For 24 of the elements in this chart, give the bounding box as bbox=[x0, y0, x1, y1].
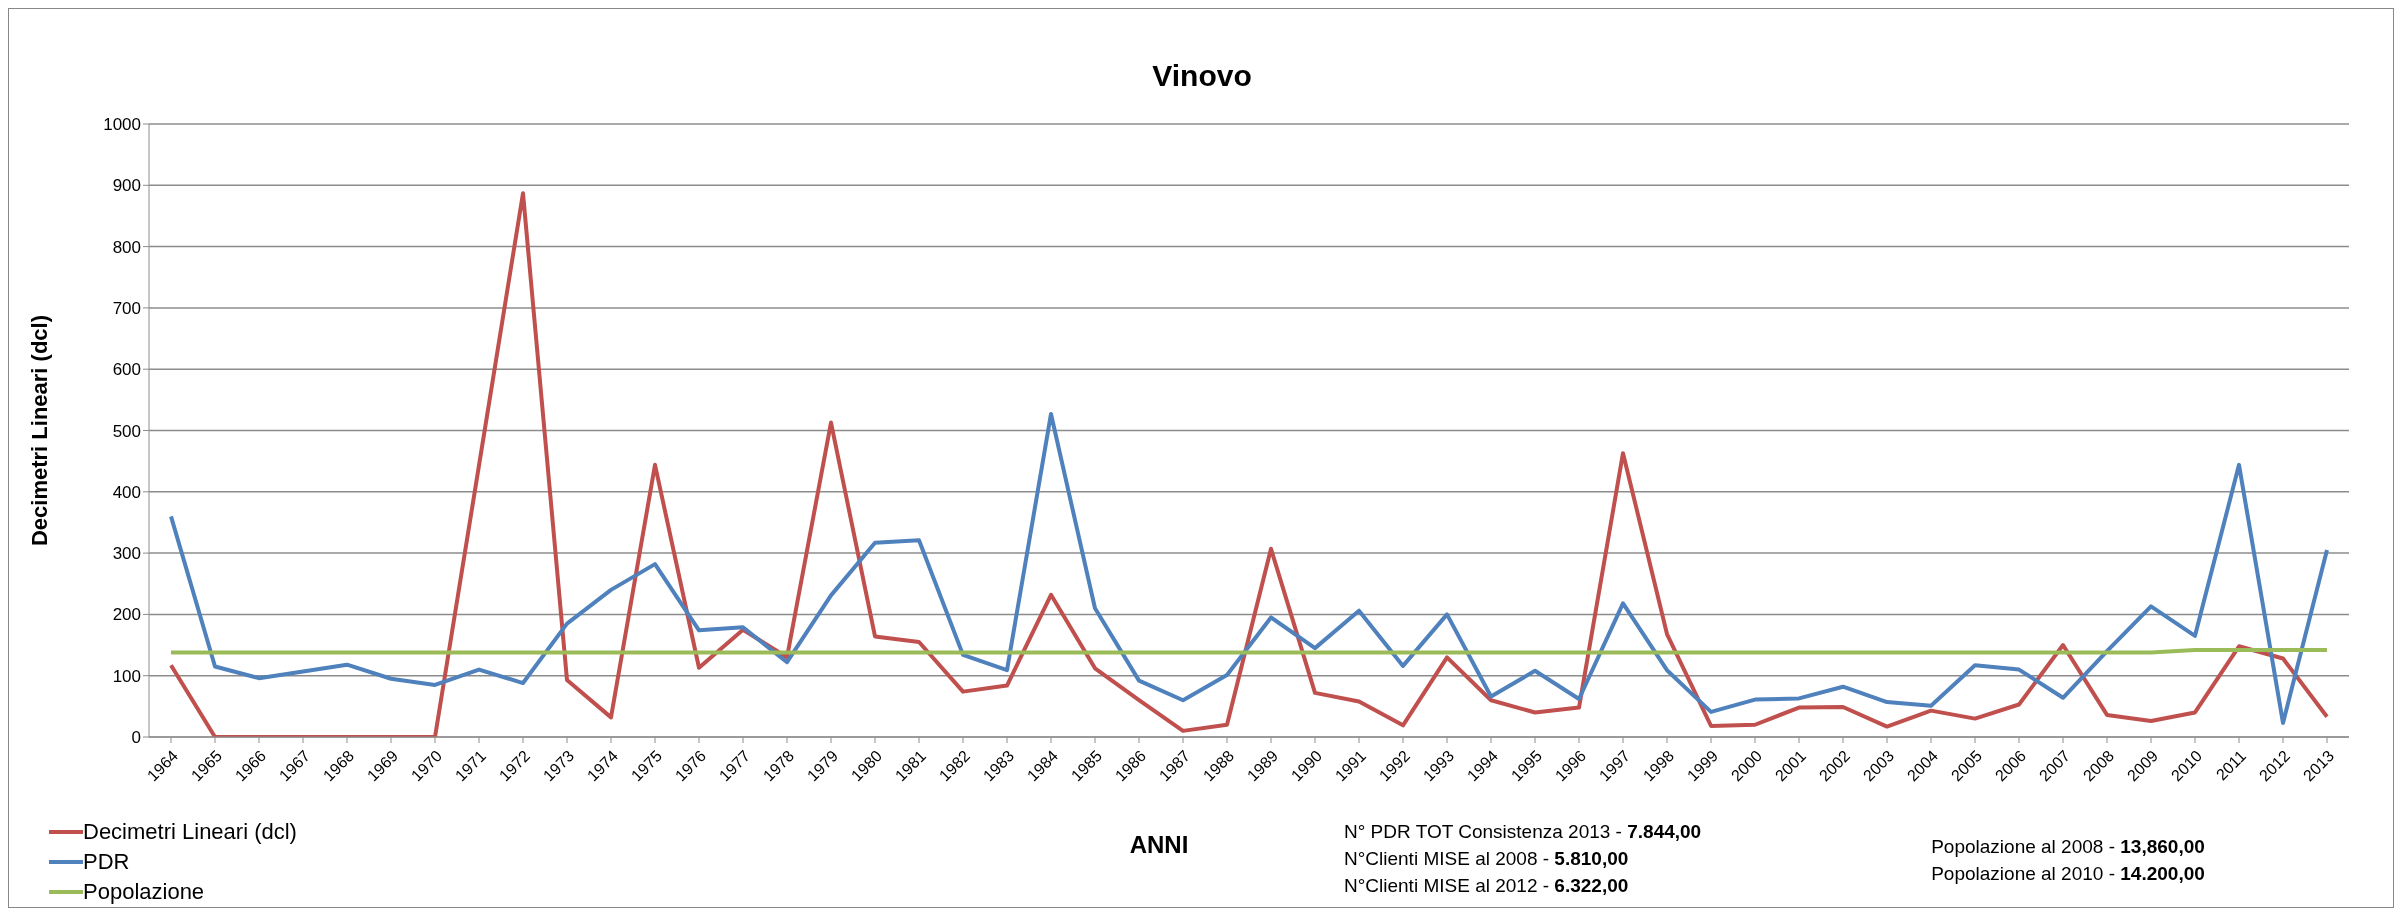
y-tick-label: 400 bbox=[112, 482, 141, 502]
y-tick-label: 300 bbox=[112, 544, 141, 564]
y-axis-title: Decimetri Lineari (dcl) bbox=[26, 314, 52, 547]
legend-label: Decimetri Lineari (dcl) bbox=[83, 819, 297, 845]
line-series bbox=[169, 191, 2329, 737]
y-tick-label: 700 bbox=[112, 298, 141, 318]
y-tick-label: 800 bbox=[112, 237, 141, 257]
legend-label: Popolazione bbox=[83, 879, 205, 905]
text: N°Clienti MISE al 2012 - 6.322,00 bbox=[1344, 875, 1629, 896]
chart-title: Vinovo bbox=[1151, 59, 1253, 93]
y-tick-label: 100 bbox=[112, 666, 141, 686]
y-tick-label: 600 bbox=[112, 360, 141, 380]
y-tick-label: 500 bbox=[112, 421, 141, 441]
y-tick-label: 900 bbox=[112, 176, 141, 196]
y-tick-label: 0 bbox=[131, 728, 141, 748]
y-tick-label: 1000 bbox=[103, 115, 141, 135]
text: N°Clienti MISE al 2008 - 5.810,00 bbox=[1344, 848, 1629, 869]
text: Popolazione al 2008 - 13,860,00 bbox=[1931, 836, 2205, 857]
legend-label: PDR bbox=[83, 849, 130, 875]
line-series bbox=[169, 411, 2329, 725]
text: N° PDR TOT Consistenza 2013 - 7.844,00 bbox=[1344, 821, 1702, 842]
text: Popolazione al 2010 - 14.200,00 bbox=[1931, 863, 2205, 884]
y-tick-label: 200 bbox=[112, 605, 141, 625]
x-axis-title: ANNI bbox=[1128, 831, 1190, 859]
